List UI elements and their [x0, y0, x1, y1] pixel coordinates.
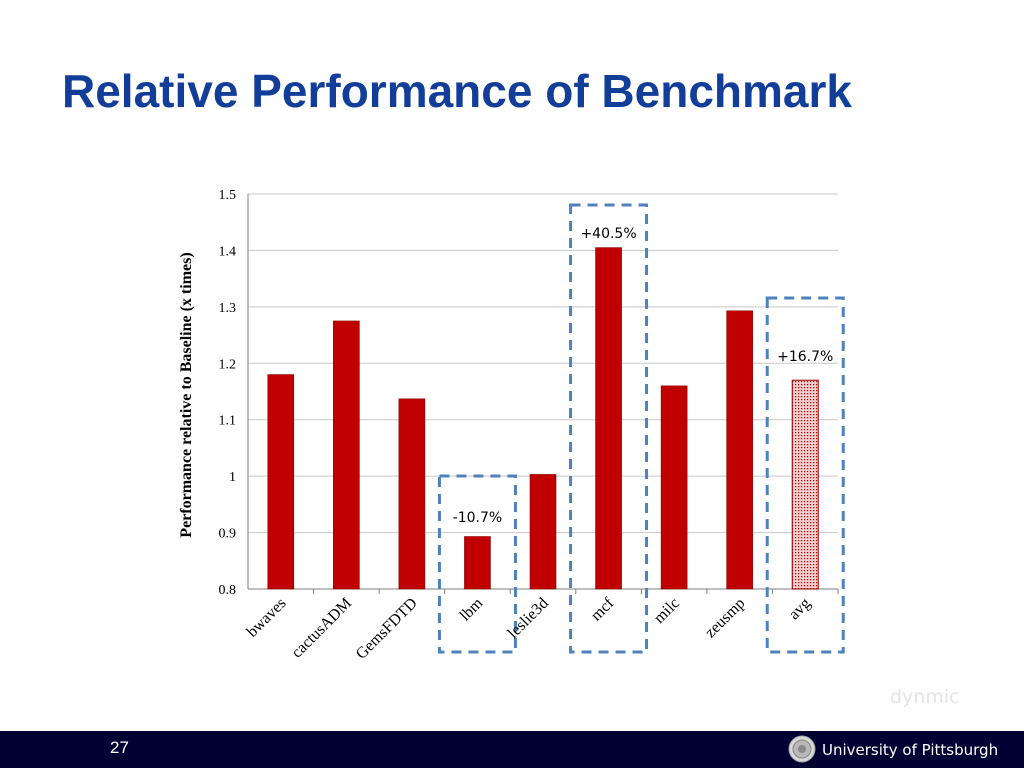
annotation-avg: +16.7%: [777, 349, 833, 365]
y-tick-label: 1.5: [219, 188, 237, 203]
y-tick-label: 1.2: [219, 357, 237, 372]
highlight-box-avg: [765, 296, 845, 654]
y-tick-label: 1.4: [219, 244, 237, 259]
bar-milc: [660, 385, 688, 590]
highlight-box-lbm: [437, 474, 517, 654]
highlight-box-mcf: [569, 203, 649, 654]
x-tick-label-lbm: lbm: [457, 594, 487, 624]
annotation-mcf: +40.5%: [580, 226, 636, 242]
bar-leslie3d: [529, 474, 557, 590]
y-axis-title: Performance relative to Baseline (x time…: [178, 252, 195, 537]
y-tick-label: 0.8: [219, 583, 237, 598]
slide-title: Relative Performance of Benchmark: [62, 65, 852, 117]
bar-zeusmp: [726, 310, 753, 590]
bar-gemsfdtd: [398, 398, 426, 590]
bar-cactusadm: [333, 320, 360, 590]
x-tick-label-mcf: mcf: [588, 594, 618, 624]
footer-bar: 27 University of Pittsburgh: [0, 731, 1024, 768]
x-tick-label-bwaves: bwaves: [244, 595, 290, 641]
y-tick-label: 1.3: [219, 301, 237, 316]
x-tick-label-zeusmp: zeusmp: [702, 595, 749, 642]
annotation-lbm: -10.7%: [453, 510, 503, 526]
x-tick-label-gemsfdtd: GemsFDTD: [353, 595, 421, 663]
x-tick-label-cactusadm: cactusADM: [288, 595, 355, 662]
x-tick-label-avg: avg: [786, 595, 814, 623]
y-tick-label: 1: [229, 470, 236, 485]
y-tick-label: 0.9: [219, 527, 237, 542]
x-tick-label-milc: milc: [651, 595, 683, 627]
bar-lbm: [464, 536, 491, 590]
watermark: dynmic: [890, 686, 960, 708]
bar-bwaves: [267, 374, 295, 590]
university-seal-icon: [788, 735, 816, 763]
y-tick-label: 1.1: [219, 414, 237, 429]
x-tick-label-leslie3d: leslie3d: [505, 595, 552, 642]
university-name: University of Pittsburgh: [822, 741, 999, 759]
bar-avg: [791, 379, 819, 590]
benchmark-bar-chart: 0.8 0.9 1 1.1 1.2 1.3 1.4 1.5 Performance relati…: [178, 188, 845, 663]
bar-mcf: [595, 247, 622, 590]
page-number: 27: [110, 738, 129, 757]
